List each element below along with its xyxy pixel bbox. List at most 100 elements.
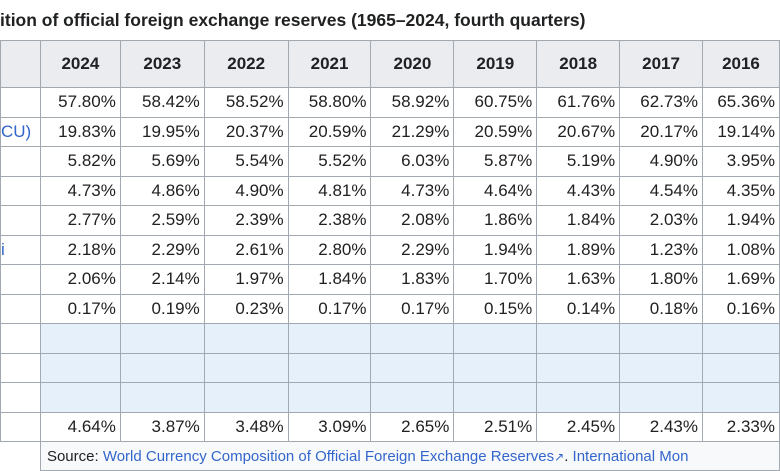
year-header[interactable]: 2023 bbox=[119, 40, 205, 88]
table-cell: 2.29% bbox=[119, 234, 205, 265]
table-cell: 1.08% bbox=[701, 234, 780, 265]
table-cell: 1.63% bbox=[536, 264, 621, 295]
table-cell: 2.08% bbox=[370, 205, 455, 236]
table-row: 57.80% 58.42% 58.52% 58.80% 58.92% 60.75% 61.7… bbox=[0, 87, 780, 118]
table-cell: 0.17% bbox=[370, 293, 455, 324]
table-cell: 4.90% bbox=[203, 175, 289, 206]
table-cell: 2.43% bbox=[619, 411, 703, 442]
table-cell: 2.65% bbox=[370, 411, 455, 442]
table-cell: 2.51% bbox=[453, 411, 538, 442]
source-cell: Source: World Currency Composition of Of… bbox=[39, 441, 780, 471]
table-cell: 6.03% bbox=[370, 146, 455, 177]
year-header[interactable]: 2018 bbox=[536, 40, 621, 88]
table-cell: 1.86% bbox=[453, 205, 538, 236]
row-label[interactable]: CU) bbox=[0, 116, 41, 147]
table-cell: 5.19% bbox=[536, 146, 621, 177]
corner-cell bbox=[0, 40, 41, 88]
table-cell: 2.61% bbox=[203, 234, 289, 265]
table-cell bbox=[536, 323, 621, 354]
table-cell bbox=[287, 352, 372, 383]
row-label bbox=[0, 293, 41, 324]
table-cell: 60.75% bbox=[453, 87, 538, 118]
source-blank-cell bbox=[0, 441, 41, 471]
table-cell bbox=[453, 352, 538, 383]
reserves-table: 2024 2023 2022 2021 2020 2019 2018 2017 … bbox=[0, 40, 780, 471]
table-cell: 19.83% bbox=[39, 116, 121, 147]
table-cell: 4.64% bbox=[453, 175, 538, 206]
table-cell: 58.92% bbox=[370, 87, 455, 118]
table-row: 2.77% 2.59% 2.39% 2.38% 2.08% 1.86% 1.84% 2.03%… bbox=[0, 205, 780, 236]
table-cell bbox=[370, 352, 455, 383]
table-cell: 1.70% bbox=[453, 264, 538, 295]
table-cell: 3.48% bbox=[203, 411, 289, 442]
table-cell: 20.59% bbox=[453, 116, 538, 147]
table-cell: 65.36% bbox=[701, 87, 780, 118]
table-cell: 4.43% bbox=[536, 175, 621, 206]
table-cell: 0.19% bbox=[119, 293, 205, 324]
table-cell: 20.67% bbox=[536, 116, 621, 147]
table-cell: 0.18% bbox=[619, 293, 703, 324]
row-label[interactable]: i bbox=[0, 234, 41, 265]
table-cell: 0.17% bbox=[287, 293, 372, 324]
table-cell: 2.80% bbox=[287, 234, 372, 265]
table-cell: 20.59% bbox=[287, 116, 372, 147]
table-cell: 0.16% bbox=[701, 293, 780, 324]
source-link-wcc[interactable]: World Currency Composition of Official F… bbox=[102, 447, 555, 465]
table-cell: 4.73% bbox=[39, 175, 121, 206]
table-row bbox=[0, 382, 780, 413]
table-cell bbox=[370, 382, 455, 413]
table-cell: 0.15% bbox=[453, 293, 538, 324]
table-cell: 2.18% bbox=[39, 234, 121, 265]
table-cell bbox=[619, 382, 703, 413]
table-cell bbox=[453, 323, 538, 354]
row-label bbox=[0, 352, 41, 383]
table-cell: 2.03% bbox=[619, 205, 703, 236]
table-cell: 5.82% bbox=[39, 146, 121, 177]
source-link-imf[interactable]: International Mon bbox=[572, 447, 689, 465]
source-row: Source: World Currency Composition of Of… bbox=[0, 441, 780, 471]
year-header[interactable]: 2021 bbox=[287, 40, 372, 88]
table-cell bbox=[119, 382, 205, 413]
table-body: 57.80% 58.42% 58.52% 58.80% 58.92% 60.75% 61.7… bbox=[0, 87, 780, 442]
row-label bbox=[0, 146, 41, 177]
header-row: 2024 2023 2022 2021 2020 2019 2018 2017 … bbox=[0, 40, 780, 88]
row-label bbox=[0, 323, 41, 354]
table-row: 5.82% 5.69% 5.54% 5.52% 6.03% 5.87% 5.19% 4.90%… bbox=[0, 146, 780, 177]
table-cell bbox=[119, 352, 205, 383]
table-cell: 4.86% bbox=[119, 175, 205, 206]
table-cell: 20.17% bbox=[619, 116, 703, 147]
table-cell bbox=[203, 352, 289, 383]
table-row: 2.06% 2.14% 1.97% 1.84% 1.83% 1.70% 1.63% 1.80%… bbox=[0, 264, 780, 295]
table-cell: 1.94% bbox=[701, 205, 780, 236]
year-header[interactable]: 2020 bbox=[370, 40, 455, 88]
table-cell bbox=[536, 382, 621, 413]
table-cell bbox=[701, 382, 780, 413]
year-header[interactable]: 2022 bbox=[203, 40, 289, 88]
table-cell bbox=[39, 352, 121, 383]
year-header[interactable]: 2019 bbox=[453, 40, 538, 88]
table-cell: 58.52% bbox=[203, 87, 289, 118]
table-cell: 62.73% bbox=[619, 87, 703, 118]
table-cell: 58.42% bbox=[119, 87, 205, 118]
table-cell bbox=[203, 323, 289, 354]
table-cell: 1.84% bbox=[287, 264, 372, 295]
table-cell: 1.83% bbox=[370, 264, 455, 295]
row-label bbox=[0, 264, 41, 295]
table-cell: 2.33% bbox=[701, 411, 780, 442]
table-cell: 19.95% bbox=[119, 116, 205, 147]
year-header[interactable]: 2024 bbox=[39, 40, 121, 88]
source-separator: . bbox=[564, 447, 573, 465]
year-header[interactable]: 2016 bbox=[701, 40, 780, 88]
table-cell: 2.14% bbox=[119, 264, 205, 295]
table-caption: ition of official foreign exchange reser… bbox=[0, 10, 586, 30]
table-cell: 61.76% bbox=[536, 87, 621, 118]
table-cell: 2.38% bbox=[287, 205, 372, 236]
table-cell: 5.54% bbox=[203, 146, 289, 177]
table-cell: 3.09% bbox=[287, 411, 372, 442]
table-cell: 1.23% bbox=[619, 234, 703, 265]
table-cell bbox=[701, 323, 780, 354]
year-header[interactable]: 2017 bbox=[619, 40, 703, 88]
table-cell: 1.89% bbox=[536, 234, 621, 265]
table-cell: 4.54% bbox=[619, 175, 703, 206]
table-cell: 20.37% bbox=[203, 116, 289, 147]
